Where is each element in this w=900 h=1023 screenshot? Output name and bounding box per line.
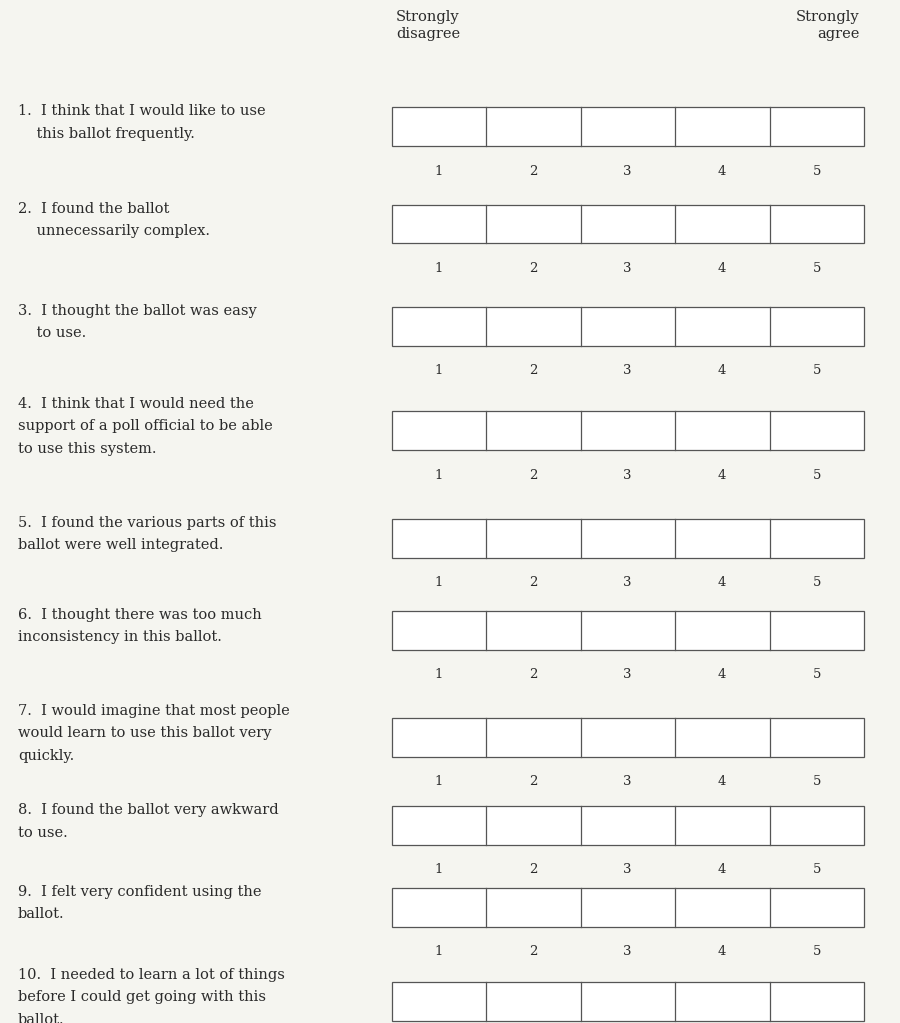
Text: inconsistency in this ballot.: inconsistency in this ballot. <box>18 630 222 644</box>
Text: 1.  I think that I would like to use: 1. I think that I would like to use <box>18 104 266 119</box>
Text: 10.  I needed to learn a lot of things: 10. I needed to learn a lot of things <box>18 968 285 982</box>
Text: 4.  I think that I would need the: 4. I think that I would need the <box>18 397 254 411</box>
Text: 4: 4 <box>718 364 726 377</box>
Text: this ballot frequently.: this ballot frequently. <box>18 127 195 141</box>
Text: 7.  I would imagine that most people: 7. I would imagine that most people <box>18 704 290 718</box>
Text: Strongly
disagree: Strongly disagree <box>396 9 460 41</box>
Text: 2: 2 <box>529 364 537 377</box>
Bar <box>392 307 864 346</box>
Text: unnecessarily complex.: unnecessarily complex. <box>18 224 210 238</box>
Text: 3: 3 <box>624 775 632 789</box>
Text: ballot.: ballot. <box>18 1013 65 1023</box>
Text: 1: 1 <box>435 668 443 681</box>
Text: 3: 3 <box>624 262 632 275</box>
Text: 3: 3 <box>624 668 632 681</box>
Text: support of a poll official to be able: support of a poll official to be able <box>18 419 273 434</box>
Text: 2: 2 <box>529 262 537 275</box>
Text: 5: 5 <box>813 364 821 377</box>
Bar <box>392 205 864 243</box>
Text: 1: 1 <box>435 576 443 589</box>
Text: Strongly
agree: Strongly agree <box>796 9 860 41</box>
Text: before I could get going with this: before I could get going with this <box>18 990 266 1005</box>
Text: 2: 2 <box>529 165 537 178</box>
Text: 4: 4 <box>718 576 726 589</box>
Text: 3: 3 <box>624 469 632 482</box>
Bar <box>392 888 864 927</box>
Text: 5: 5 <box>813 165 821 178</box>
Text: 4: 4 <box>718 668 726 681</box>
Bar <box>392 718 864 757</box>
Text: 2: 2 <box>529 945 537 959</box>
Text: 5: 5 <box>813 469 821 482</box>
Text: 1: 1 <box>435 165 443 178</box>
Text: 1: 1 <box>435 863 443 877</box>
Text: 2: 2 <box>529 469 537 482</box>
Text: 4: 4 <box>718 945 726 959</box>
Text: 3: 3 <box>624 863 632 877</box>
Text: 5: 5 <box>813 775 821 789</box>
Text: would learn to use this ballot very: would learn to use this ballot very <box>18 726 272 741</box>
Bar <box>392 806 864 845</box>
Text: 5: 5 <box>813 262 821 275</box>
Text: 3: 3 <box>624 945 632 959</box>
Text: 3.  I thought the ballot was easy: 3. I thought the ballot was easy <box>18 304 256 318</box>
Bar <box>392 611 864 650</box>
Text: to use this system.: to use this system. <box>18 442 157 456</box>
Text: 1: 1 <box>435 364 443 377</box>
Text: 1: 1 <box>435 775 443 789</box>
Text: to use.: to use. <box>18 826 68 840</box>
Text: 4: 4 <box>718 165 726 178</box>
Text: 5.  I found the various parts of this: 5. I found the various parts of this <box>18 516 276 530</box>
Text: 2: 2 <box>529 576 537 589</box>
Text: 1: 1 <box>435 945 443 959</box>
Bar <box>392 519 864 558</box>
Text: 2.  I found the ballot: 2. I found the ballot <box>18 202 169 216</box>
Text: 4: 4 <box>718 469 726 482</box>
Text: 8.  I found the ballot very awkward: 8. I found the ballot very awkward <box>18 803 279 817</box>
Text: 3: 3 <box>624 165 632 178</box>
Text: 2: 2 <box>529 775 537 789</box>
Text: 3: 3 <box>624 364 632 377</box>
Text: 9.  I felt very confident using the: 9. I felt very confident using the <box>18 885 262 899</box>
Text: quickly.: quickly. <box>18 749 74 763</box>
Text: 4: 4 <box>718 775 726 789</box>
Text: 4: 4 <box>718 262 726 275</box>
Text: 5: 5 <box>813 576 821 589</box>
Bar <box>392 982 864 1021</box>
Text: 5: 5 <box>813 668 821 681</box>
Text: 1: 1 <box>435 469 443 482</box>
Bar <box>392 411 864 450</box>
Text: 1: 1 <box>435 262 443 275</box>
Text: ballot.: ballot. <box>18 907 65 922</box>
Text: 5: 5 <box>813 863 821 877</box>
Text: 2: 2 <box>529 863 537 877</box>
Bar <box>392 107 864 146</box>
Text: 3: 3 <box>624 576 632 589</box>
Text: ballot were well integrated.: ballot were well integrated. <box>18 538 223 552</box>
Text: 6.  I thought there was too much: 6. I thought there was too much <box>18 608 262 622</box>
Text: 4: 4 <box>718 863 726 877</box>
Text: 2: 2 <box>529 668 537 681</box>
Text: to use.: to use. <box>18 326 86 341</box>
Text: 5: 5 <box>813 945 821 959</box>
